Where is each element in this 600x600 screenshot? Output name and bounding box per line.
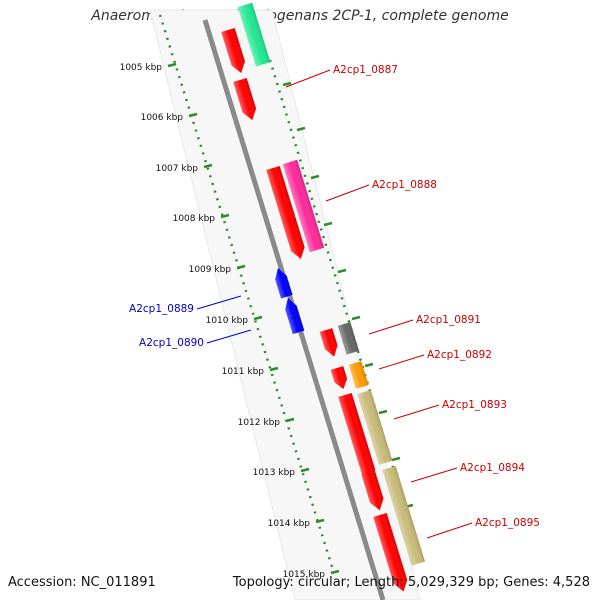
gene-label-connector [196, 295, 242, 310]
gene-label[interactable]: A2cp1_0890 [139, 337, 204, 349]
gene-feature-khaki[interactable] [382, 465, 426, 566]
genome-summary-text: Topology: circular; Length: 5,029,329 bp… [232, 575, 590, 590]
track-band [149, 9, 421, 600]
kbp-tick-mark [253, 315, 263, 321]
gene-feature-red[interactable] [361, 469, 386, 512]
outer-tick-mark [282, 81, 292, 87]
gene-feature-khaki-shade [357, 389, 393, 465]
gene-feature-orange-shade [348, 361, 369, 389]
gene-feature-red[interactable] [233, 77, 259, 122]
kbp-tick-mark [315, 518, 325, 524]
gene-label[interactable]: A2cp1_0887 [333, 64, 398, 76]
gene-feature-red[interactable] [338, 392, 378, 483]
kbp-tick-label: 1007 kbp [156, 164, 199, 174]
gene-label[interactable]: A2cp1_0893 [442, 399, 507, 411]
gene-feature-blue[interactable] [272, 266, 293, 299]
gene-label-connector [393, 404, 440, 420]
gene-feature-blue-shade [275, 268, 293, 299]
gene-feature-red[interactable] [266, 165, 307, 261]
kbp-tick-label: 1005 kbp [120, 63, 163, 73]
gene-feature-gray[interactable] [337, 322, 360, 355]
outer-tick-mark [323, 221, 333, 227]
gene-feature-red[interactable] [330, 366, 350, 391]
gene-feature-red-shade [330, 366, 348, 390]
kbp-tick-label: 1014 kbp [268, 519, 311, 529]
gene-label-connector [378, 354, 425, 370]
gene-feature-red-shade [221, 27, 245, 74]
outer-tick-mark [391, 456, 401, 462]
gene-feature-red-shade [266, 165, 305, 259]
kbp-tick-mark [330, 569, 340, 575]
gene-feature-gray-shade [337, 322, 360, 355]
kbp-tick-label: 1008 kbp [173, 214, 216, 224]
gene-feature-orange[interactable] [348, 361, 369, 389]
gene-label-connector [410, 467, 458, 483]
gene-feature-red[interactable] [373, 512, 410, 594]
outer-tick-mark [296, 126, 306, 132]
gene-label-connector [325, 184, 370, 202]
kbp-tick-label: 1010 kbp [206, 316, 249, 326]
kbp-tick-label: 1011 kbp [222, 367, 265, 377]
kbp-tick-mark [220, 213, 230, 219]
gene-features [221, 2, 426, 594]
gene-feature-pink[interactable] [282, 159, 325, 253]
kbp-tick-label: 1006 kbp [141, 113, 184, 123]
outer-tick-mark [310, 174, 320, 180]
gene-label-connector [368, 319, 414, 335]
kbp-tick-label: 1015 kbp [283, 570, 326, 580]
gene-feature-red-shade [319, 328, 338, 357]
kbp-tick-label: 1013 kbp [253, 468, 296, 478]
kbp-ticks: 1005 kbp 1006 kbp 1007 kbp 1008 kbp 1009 kbp… [120, 62, 414, 580]
gene-label-connector [426, 522, 473, 539]
kbp-tick-mark [167, 62, 177, 68]
kbp-tick-label: 1009 kbp [189, 265, 232, 275]
gene-label-connector [285, 69, 331, 88]
gene-feature-red[interactable] [319, 328, 341, 359]
outer-tick-mark [351, 315, 361, 321]
gene-label-connector [206, 329, 252, 344]
kbp-tick-label: 1012 kbp [238, 418, 281, 428]
kbp-tick-mark [269, 366, 279, 372]
gene-feature-blue[interactable] [282, 296, 305, 335]
kbp-tick-mark [203, 163, 213, 169]
gene-feature-green[interactable] [237, 2, 271, 67]
scale-line-inner [158, 14, 335, 571]
kbp-tick-mark [236, 264, 246, 270]
gene-feature-green-shade [237, 2, 271, 67]
kbp-tick-mark [300, 467, 310, 473]
gene-feature-khaki-shade [382, 465, 426, 566]
accession-text: Accession: NC_011891 [8, 575, 156, 590]
gene-feature-blue-shade [285, 298, 305, 335]
gene-feature-red-shade [338, 392, 376, 482]
gene-feature-red-shade [361, 469, 384, 511]
gene-label[interactable]: A2cp1_0888 [372, 179, 437, 191]
gene-label[interactable]: A2cp1_0895 [475, 517, 540, 529]
gene-labels: A2cp1_0887 A2cp1_0888 A2cp1_0889 A2cp1_0890… [129, 64, 540, 539]
gene-label[interactable]: A2cp1_0889 [129, 303, 194, 315]
gene-label[interactable]: A2cp1_0892 [427, 349, 492, 361]
outer-tick-mark [378, 409, 388, 415]
gene-feature-khaki[interactable] [357, 389, 393, 465]
kbp-tick-mark [188, 112, 198, 118]
gene-feature-pink-shade [282, 159, 325, 253]
kbp-tick-mark [285, 417, 295, 423]
outer-tick-mark [337, 268, 347, 274]
outer-tick-mark [364, 362, 374, 368]
gene-label[interactable]: A2cp1_0891 [416, 314, 481, 326]
gene-feature-red-shade [373, 512, 408, 592]
gene-feature-red[interactable] [221, 27, 248, 75]
gene-feature-red-shade [233, 77, 257, 121]
gene-label[interactable]: A2cp1_0894 [460, 462, 525, 474]
